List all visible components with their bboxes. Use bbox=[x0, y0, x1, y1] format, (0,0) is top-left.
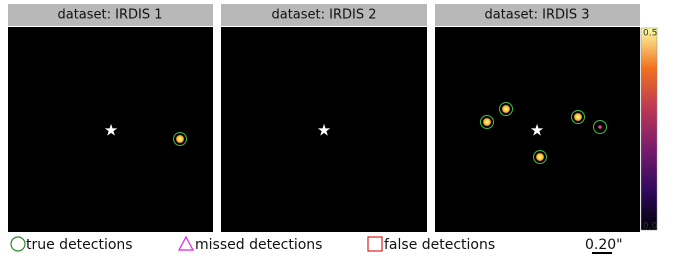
source bbox=[176, 135, 184, 143]
panel-title: dataset: IRDIS 3 bbox=[484, 8, 589, 23]
colorbar-label: 0.0 bbox=[643, 222, 658, 232]
legend-label: false detections bbox=[384, 237, 495, 253]
legend-square bbox=[368, 237, 382, 251]
legend-label: true detections bbox=[26, 237, 133, 253]
source bbox=[502, 105, 510, 113]
legend-circle bbox=[11, 237, 25, 251]
panel-title: dataset: IRDIS 2 bbox=[271, 8, 376, 23]
source bbox=[598, 125, 602, 129]
star: ★ bbox=[317, 121, 331, 140]
legend-label: missed detections bbox=[195, 237, 322, 253]
source bbox=[536, 153, 544, 161]
panel-title: dataset: IRDIS 1 bbox=[57, 8, 162, 23]
colorbar bbox=[641, 28, 657, 230]
source bbox=[483, 118, 491, 126]
scale-bar-label: 0.20" bbox=[585, 237, 623, 253]
star: ★ bbox=[104, 121, 118, 140]
legend-triangle bbox=[179, 237, 193, 250]
figure: dataset: IRDIS 1 ★ dataset: IRDIS 2 ★ da… bbox=[0, 0, 676, 260]
colorbar-label: 0.5 bbox=[643, 29, 657, 39]
source bbox=[574, 113, 582, 121]
star: ★ bbox=[530, 121, 544, 140]
